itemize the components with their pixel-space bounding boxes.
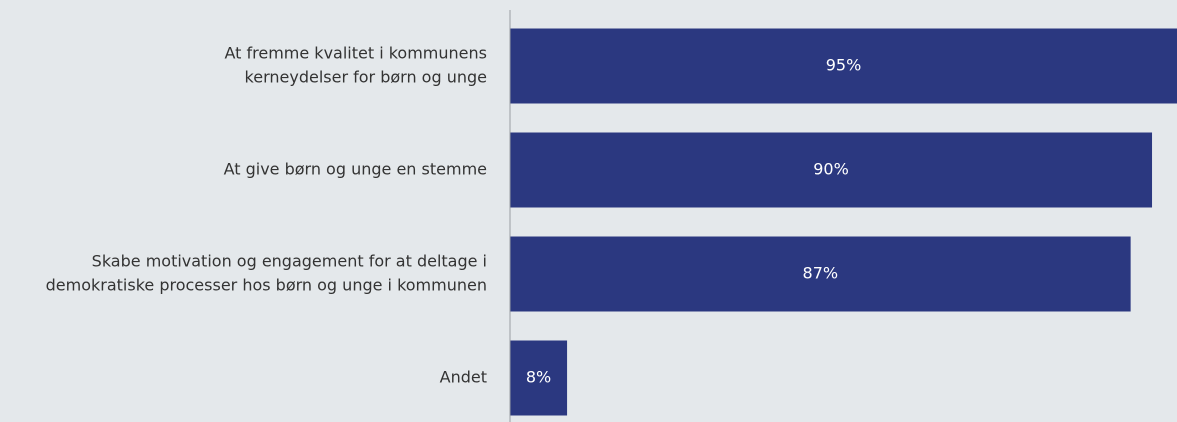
bar	[510, 340, 568, 416]
bar	[510, 28, 1177, 104]
value-label: 95%	[826, 56, 862, 75]
value-label: 90%	[813, 160, 849, 179]
value-label: 87%	[803, 264, 839, 283]
category-label: kerneydelser for børn og unge	[245, 68, 487, 87]
category-label: At fremme kvalitet i kommunens	[224, 44, 487, 63]
category-label: Andet	[440, 368, 487, 387]
bar	[510, 132, 1153, 208]
bar	[510, 236, 1131, 312]
category-label: Skabe motivation og engagement for at de…	[92, 252, 487, 271]
category-label: At give børn og unge en stemme	[224, 160, 487, 179]
value-label: 8%	[526, 368, 551, 387]
category-label: demokratiske processer hos børn og unge …	[46, 276, 487, 295]
